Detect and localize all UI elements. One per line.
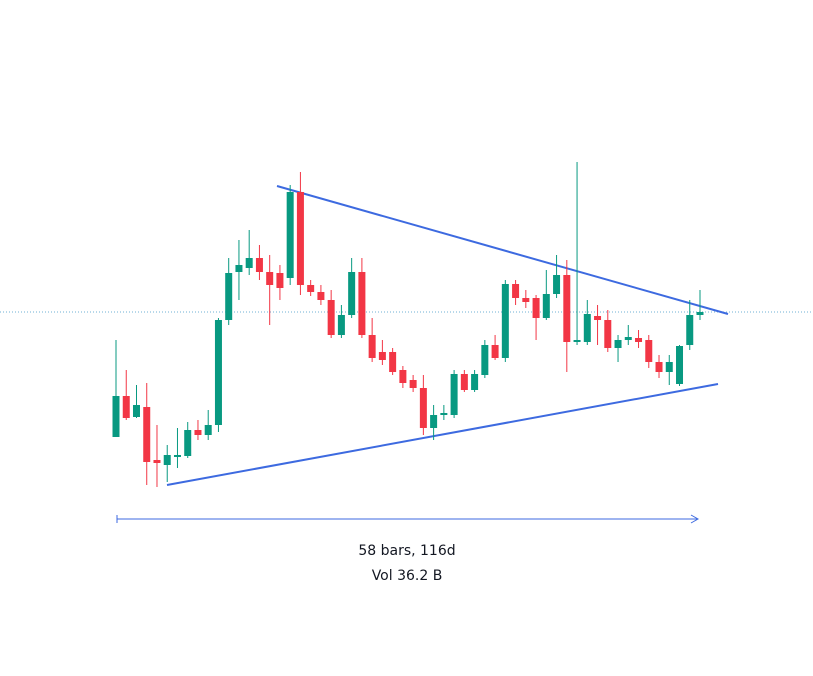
candle-body bbox=[594, 316, 602, 320]
candle-body bbox=[676, 346, 684, 384]
candle-body bbox=[491, 345, 499, 358]
candle-body bbox=[665, 362, 673, 372]
candle-body bbox=[276, 273, 284, 288]
candle-body bbox=[286, 192, 294, 278]
candle-body bbox=[512, 284, 520, 298]
candle-body bbox=[624, 337, 632, 340]
candle-body bbox=[419, 388, 427, 428]
candle-body bbox=[573, 340, 581, 342]
candle-body bbox=[132, 405, 140, 417]
measure-bars-label: 58 bars, 116d bbox=[358, 543, 455, 559]
candle-body bbox=[317, 292, 325, 300]
candle-body bbox=[245, 258, 253, 268]
candle-body bbox=[112, 396, 120, 437]
candle-body bbox=[460, 374, 468, 390]
candle-body bbox=[389, 352, 397, 372]
candle-body bbox=[604, 320, 612, 348]
candle-body bbox=[553, 275, 561, 294]
candle-body bbox=[440, 413, 448, 415]
candle-body bbox=[655, 362, 663, 372]
candle-body bbox=[173, 455, 181, 457]
candle-body bbox=[348, 272, 356, 315]
candle-body bbox=[214, 320, 222, 425]
candle-body bbox=[225, 273, 233, 320]
upper-trendline bbox=[276, 185, 729, 315]
candle-body bbox=[481, 345, 489, 375]
lower-trendline bbox=[166, 383, 719, 486]
candle-body bbox=[614, 340, 622, 348]
candle-body bbox=[143, 407, 151, 462]
candle-body bbox=[696, 312, 704, 315]
candle-body bbox=[532, 298, 540, 318]
candle-body bbox=[542, 294, 550, 318]
candle-body bbox=[327, 300, 335, 335]
candle-body bbox=[255, 258, 263, 272]
candle-body bbox=[522, 298, 530, 302]
candle-body bbox=[235, 265, 243, 272]
candle-body bbox=[645, 340, 653, 362]
candle-body bbox=[184, 430, 192, 456]
candle-body bbox=[163, 455, 171, 465]
candle-body bbox=[337, 315, 345, 335]
candle-body bbox=[194, 430, 202, 435]
candle-body bbox=[153, 460, 161, 463]
candle-body bbox=[122, 396, 130, 418]
candle-body bbox=[399, 370, 407, 383]
measure-volume-label: Vol 36.2 B bbox=[372, 568, 443, 584]
candle-body bbox=[266, 272, 274, 285]
candle-body bbox=[358, 272, 366, 335]
candle-body bbox=[430, 415, 438, 428]
candle-body bbox=[378, 352, 386, 360]
candle-body bbox=[450, 374, 458, 415]
candle-body bbox=[635, 338, 643, 342]
candle-body bbox=[307, 285, 315, 292]
candle-body bbox=[204, 425, 212, 435]
candle-body bbox=[471, 374, 479, 390]
candle-body bbox=[686, 315, 694, 345]
candle-body bbox=[296, 192, 304, 285]
candle-body bbox=[501, 284, 509, 358]
candle-body bbox=[409, 380, 417, 388]
candle-body bbox=[583, 314, 591, 342]
measure-arrowhead bbox=[690, 514, 700, 524]
candle-body bbox=[563, 275, 571, 342]
candle-body bbox=[368, 335, 376, 358]
candles bbox=[112, 162, 704, 487]
